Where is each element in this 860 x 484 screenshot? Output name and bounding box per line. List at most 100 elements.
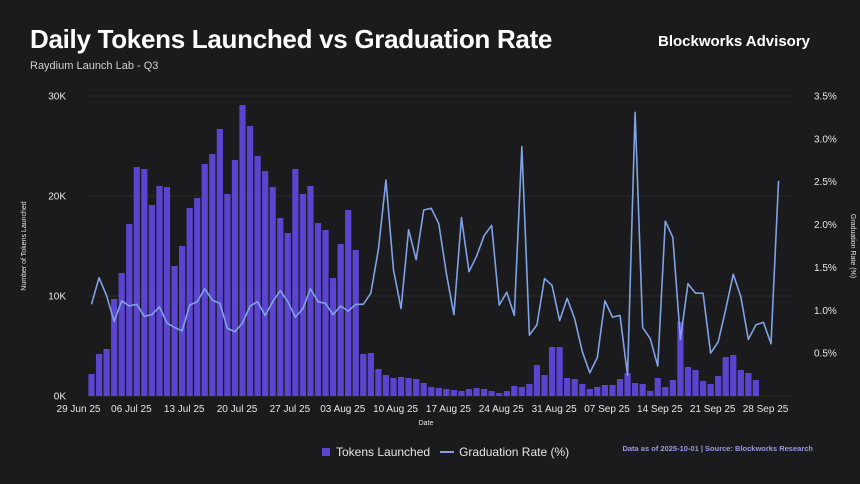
x-tick-label: 29 Jun 25 bbox=[57, 404, 101, 415]
bar bbox=[390, 378, 397, 396]
bar bbox=[126, 224, 133, 396]
bar bbox=[465, 389, 473, 396]
bar bbox=[163, 187, 171, 396]
bar bbox=[428, 387, 435, 396]
grid-lines bbox=[88, 95, 792, 397]
line-series-graduation-rate bbox=[90, 111, 780, 377]
bar bbox=[179, 246, 186, 396]
x-tick-label: 31 Aug 25 bbox=[532, 404, 577, 415]
axes: 0K 10K 20K 30K 0.5% 1.0% 1.5% 2.0% 2.5% 3.0% 3.5% 2… bbox=[48, 92, 837, 416]
bar bbox=[413, 379, 420, 396]
bar bbox=[518, 387, 525, 396]
bar bbox=[511, 386, 518, 396]
bar bbox=[262, 171, 269, 396]
bar bbox=[314, 223, 322, 396]
x-tick-label: 07 Sep 25 bbox=[584, 404, 630, 415]
bar bbox=[548, 347, 556, 396]
bar bbox=[322, 230, 329, 396]
y-tick-label-left: 10K bbox=[48, 292, 66, 303]
x-tick-label: 27 Jul 25 bbox=[270, 404, 311, 415]
x-tick-label: 24 Aug 25 bbox=[479, 404, 524, 415]
bar bbox=[352, 250, 359, 396]
bar bbox=[171, 266, 178, 396]
bar bbox=[488, 391, 495, 396]
bar bbox=[662, 387, 669, 396]
y-tick-label-left: 30K bbox=[48, 92, 66, 103]
bar bbox=[624, 373, 631, 396]
bar bbox=[564, 378, 571, 396]
x-tick-label: 28 Sep 25 bbox=[743, 404, 789, 415]
x-tick-label: 17 Aug 25 bbox=[426, 404, 471, 415]
bar bbox=[707, 384, 714, 396]
bar bbox=[156, 186, 163, 396]
x-tick-label: 06 Jul 25 bbox=[111, 404, 152, 415]
bar bbox=[148, 205, 155, 396]
bar bbox=[752, 380, 759, 396]
bar bbox=[473, 388, 480, 396]
bar bbox=[420, 383, 427, 396]
bar bbox=[503, 391, 510, 396]
bar bbox=[382, 375, 390, 396]
x-tick-label: 03 Aug 25 bbox=[320, 404, 365, 415]
bar bbox=[209, 154, 216, 396]
bar bbox=[231, 160, 239, 396]
bar bbox=[450, 390, 457, 396]
legend-label-graduation: Graduation Rate (%) bbox=[459, 445, 570, 459]
bar bbox=[111, 299, 118, 396]
bar bbox=[216, 129, 223, 396]
y-tick-label-right: 0.5% bbox=[814, 349, 837, 360]
bar bbox=[201, 164, 208, 396]
bar bbox=[284, 233, 291, 396]
bar bbox=[496, 393, 503, 396]
bar bbox=[647, 391, 654, 396]
bar bbox=[571, 379, 578, 396]
bar bbox=[330, 278, 337, 396]
chart-title: Daily Tokens Launched vs Graduation Rate bbox=[30, 24, 553, 54]
y-tick-label-right: 1.0% bbox=[814, 306, 837, 317]
x-axis-title: Date bbox=[419, 420, 434, 427]
bar bbox=[639, 384, 646, 396]
x-tick-label: 14 Sep 25 bbox=[637, 404, 683, 415]
bar bbox=[292, 169, 299, 396]
y-tick-label-right: 2.5% bbox=[814, 177, 837, 188]
legend-swatch-graduation bbox=[440, 451, 455, 453]
bar bbox=[397, 377, 405, 396]
bar bbox=[677, 322, 684, 396]
bar bbox=[95, 354, 103, 396]
source-note: Data as of 2025-10-01 | Source: Blockwor… bbox=[622, 444, 813, 453]
bar bbox=[609, 385, 616, 396]
bar-series-tokens-launched bbox=[88, 105, 759, 396]
bar bbox=[141, 169, 148, 396]
y-tick-label-right: 2.0% bbox=[814, 220, 837, 231]
bar bbox=[269, 187, 276, 396]
legend: Tokens Launched Graduation Rate (%) bbox=[322, 445, 569, 459]
bar bbox=[88, 374, 95, 396]
bar bbox=[594, 387, 601, 396]
bar bbox=[405, 378, 412, 396]
bar bbox=[337, 244, 344, 396]
bar bbox=[375, 369, 382, 396]
x-tick-label: 21 Sep 25 bbox=[690, 404, 736, 415]
bar bbox=[345, 210, 352, 396]
bar bbox=[632, 383, 639, 396]
y-tick-label-left: 20K bbox=[48, 192, 66, 203]
bar bbox=[737, 370, 744, 396]
x-tick-label: 10 Aug 25 bbox=[373, 404, 418, 415]
bar bbox=[481, 389, 488, 396]
bar bbox=[526, 384, 533, 396]
y-tick-label-right: 3.0% bbox=[814, 134, 837, 145]
bar bbox=[692, 370, 699, 396]
y-tick-label-left: 0K bbox=[54, 392, 67, 403]
bar bbox=[556, 347, 563, 396]
bar bbox=[118, 273, 125, 396]
chart-subtitle: Raydium Launch Lab - Q3 bbox=[30, 60, 159, 72]
bar bbox=[541, 375, 548, 396]
brand-logo-text: Blockworks Advisory bbox=[658, 33, 810, 50]
bar bbox=[458, 391, 465, 396]
bar bbox=[246, 126, 254, 396]
y-axis-title-left: Number of Tokens Launched bbox=[21, 201, 28, 290]
y-tick-label-right: 3.5% bbox=[814, 92, 837, 103]
bar bbox=[224, 194, 231, 396]
x-tick-label: 20 Jul 25 bbox=[217, 404, 258, 415]
